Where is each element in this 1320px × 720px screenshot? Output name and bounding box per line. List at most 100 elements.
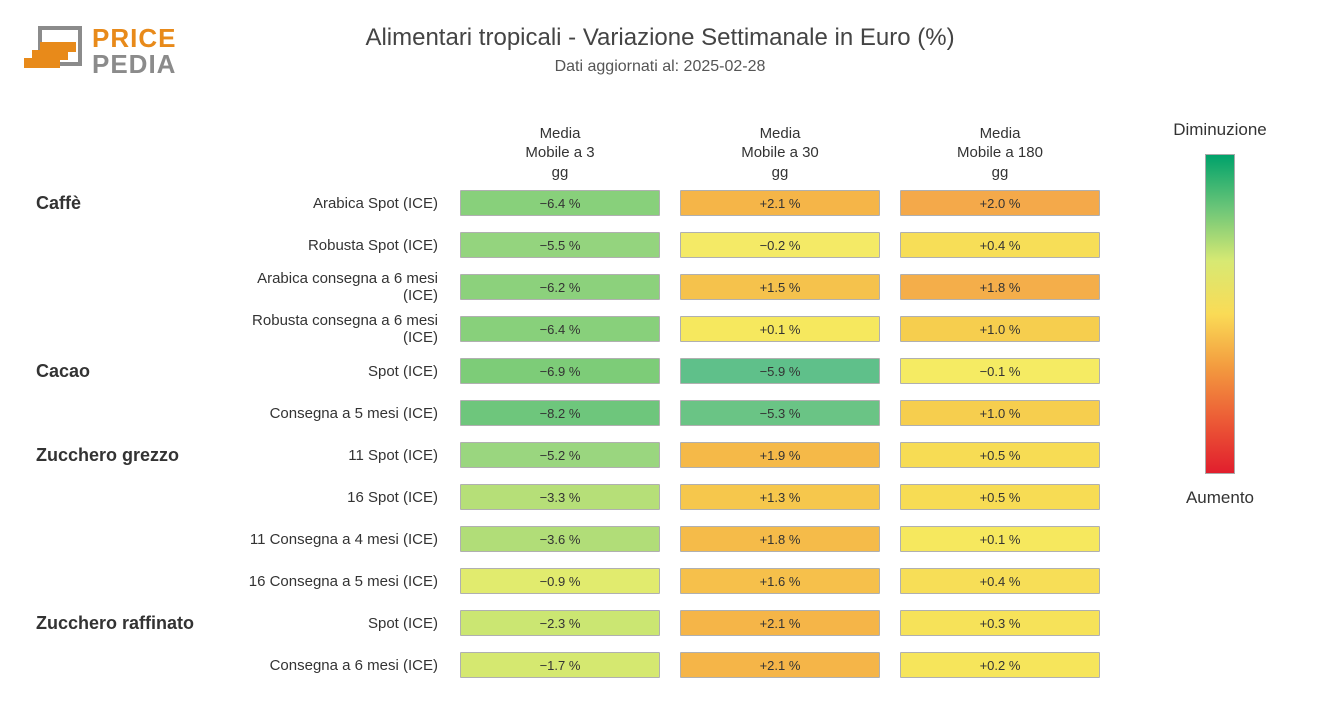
heatmap-cell: +2.0 % [900, 190, 1100, 216]
heatmap-cell: +1.6 % [680, 568, 880, 594]
logo-text: PRICE PEDIA [92, 25, 176, 77]
heatmap-cell: −6.4 % [460, 190, 660, 216]
table-row: 11 Consegna a 4 mesi (ICE) −3.6 % +1.8 % +0… [30, 518, 1120, 560]
cell-wrap: +0.5 % [890, 476, 1110, 518]
legend-top-label: Diminuzione [1173, 120, 1267, 140]
row-label: Spot (ICE) [220, 363, 450, 380]
heatmap-cell: −2.3 % [460, 610, 660, 636]
group-label: Zucchero raffinato [30, 613, 220, 634]
heatmap-cell: −0.1 % [900, 358, 1100, 384]
cell-wrap: +0.2 % [890, 644, 1110, 686]
heatmap-cell: +1.5 % [680, 274, 880, 300]
table-row: Robusta consegna a 6 mesi (ICE) −6.4 % +0.… [30, 308, 1120, 350]
heatmap-cell: −8.2 % [460, 400, 660, 426]
cell-wrap: +1.0 % [890, 308, 1110, 350]
heatmap-cell: −6.9 % [460, 358, 660, 384]
cell-wrap: +1.9 % [670, 434, 890, 476]
cell-wrap: +1.0 % [890, 392, 1110, 434]
column-header-line1: Media [540, 125, 581, 142]
page-title: Alimentari tropicali - Variazione Settim… [0, 24, 1320, 52]
row-label: Arabica consegna a 6 mesi (ICE) [220, 270, 450, 304]
table-row: 16 Spot (ICE)−3.3 %+1.3 %+0.5 % [30, 476, 1120, 518]
row-label: Robusta consegna a 6 mesi (ICE) [220, 312, 450, 346]
heatmap-cell: −5.2 % [460, 442, 660, 468]
cell-wrap: −0.1 % [890, 350, 1110, 392]
cell-wrap: +1.8 % [670, 518, 890, 560]
table-row: Consegna a 5 mesi (ICE) −8.2 % −5.3 % +1.0 … [30, 392, 1120, 434]
column-header-line3: gg [552, 164, 569, 181]
heatmap-cell: +0.5 % [900, 442, 1100, 468]
heatmap-cell: −3.6 % [460, 526, 660, 552]
title-block: Alimentari tropicali - Variazione Settim… [0, 0, 1320, 76]
heatmap-cell: −5.3 % [680, 400, 880, 426]
column-header-line2: Mobile a 3 [525, 144, 594, 161]
cell-wrap: −0.9 % [450, 560, 670, 602]
heatmap-cell: +2.1 % [680, 190, 880, 216]
cell-wrap: +2.0 % [890, 182, 1110, 224]
cell-wrap: −5.3 % [670, 392, 890, 434]
cell-wrap: −6.2 % [450, 266, 670, 308]
group-label: Caffè [30, 193, 220, 214]
cell-wrap: −6.4 % [450, 308, 670, 350]
cell-wrap: −6.4 % [450, 182, 670, 224]
heatmap-cell: +0.5 % [900, 484, 1100, 510]
column-header-line2: Mobile a 30 [741, 144, 819, 161]
heatmap-cell: +1.9 % [680, 442, 880, 468]
heatmap-cell: +0.4 % [900, 568, 1100, 594]
cell-wrap: +0.3 % [890, 602, 1110, 644]
heatmap-cell: −5.5 % [460, 232, 660, 258]
cell-wrap: −6.9 % [450, 350, 670, 392]
cell-wrap: −3.6 % [450, 518, 670, 560]
heatmap-cell: +1.8 % [900, 274, 1100, 300]
table-row: CacaoSpot (ICE) −6.9 % −5.9 % −0.1 % [30, 350, 1120, 392]
row-label: 11 Spot (ICE) [220, 447, 450, 464]
heatmap-table: MediaMobile a 3ggMediaMobile a 30ggMedia… [30, 110, 1120, 690]
heatmap-cell: −0.2 % [680, 232, 880, 258]
cell-wrap: −5.5 % [450, 224, 670, 266]
table-row: 16 Consegna a 5 mesi (ICE)−0.9 %+1.6 %+0… [30, 560, 1120, 602]
table-header-row: MediaMobile a 3ggMediaMobile a 30ggMedia… [30, 110, 1120, 182]
cell-wrap: −8.2 % [450, 392, 670, 434]
heatmap-cell: +1.0 % [900, 316, 1100, 342]
column-header-1: Media Mobile a 30 gg [670, 124, 890, 183]
cell-wrap: +2.1 % [670, 182, 890, 224]
row-label: Spot (ICE) [220, 615, 450, 632]
group-label: Cacao [30, 361, 220, 382]
table-row: Zucchero grezzo11 Spot (ICE)−5.2 %+1.9 %… [30, 434, 1120, 476]
cell-wrap: +0.5 % [890, 434, 1110, 476]
table-row: CaffèArabica Spot (ICE) −6.4 % +2.1 % +2.0 … [30, 182, 1120, 224]
cell-wrap: −5.9 % [670, 350, 890, 392]
cell-wrap: −3.3 % [450, 476, 670, 518]
row-label: Consegna a 6 mesi (ICE) [220, 657, 450, 674]
heatmap-cell: +1.8 % [680, 526, 880, 552]
cell-wrap: +0.4 % [890, 560, 1110, 602]
heatmap-cell: +0.1 % [680, 316, 880, 342]
heatmap-cell: +0.1 % [900, 526, 1100, 552]
cell-wrap: +1.6 % [670, 560, 890, 602]
heatmap-cell: +0.2 % [900, 652, 1100, 678]
logo-text-top: PRICE [92, 25, 176, 51]
heatmap-cell: +1.3 % [680, 484, 880, 510]
row-label: 11 Consegna a 4 mesi (ICE) [220, 531, 450, 548]
heatmap-cell: −3.3 % [460, 484, 660, 510]
column-header-line1: Media [760, 125, 801, 142]
cell-wrap: +0.1 % [890, 518, 1110, 560]
table-row: Zucchero raffinatoSpot (ICE) −2.3 % +2.1 %… [30, 602, 1120, 644]
cell-wrap: −2.3 % [450, 602, 670, 644]
cell-wrap: −0.2 % [670, 224, 890, 266]
row-label: Consegna a 5 mesi (ICE) [220, 405, 450, 422]
heatmap-cell: −5.9 % [680, 358, 880, 384]
heatmap-cell: −6.4 % [460, 316, 660, 342]
row-label: Robusta Spot (ICE) [220, 237, 450, 254]
column-header-line3: gg [992, 164, 1009, 181]
logo-mark-icon [24, 24, 84, 78]
cell-wrap: +2.1 % [670, 602, 890, 644]
logo-text-bottom: PEDIA [92, 51, 176, 77]
row-label: Arabica Spot (ICE) [220, 195, 450, 212]
page-subtitle: Dati aggiornati al: 2025-02-28 [0, 58, 1320, 76]
cell-wrap: +0.4 % [890, 224, 1110, 266]
cell-wrap: +0.1 % [670, 308, 890, 350]
cell-wrap: +2.1 % [670, 644, 890, 686]
column-header-line3: gg [772, 164, 789, 181]
heatmap-cell: −1.7 % [460, 652, 660, 678]
